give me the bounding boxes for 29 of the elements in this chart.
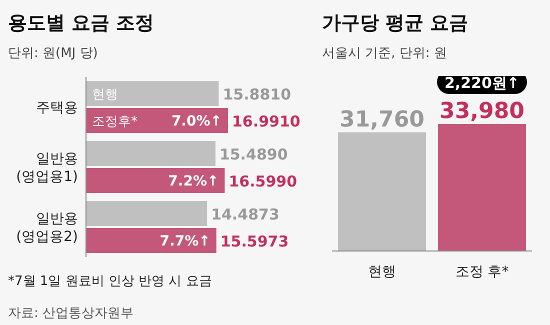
series-label: 현행 (92, 88, 118, 102)
y-tick-label: 일반용 (영업용2) (16, 211, 78, 245)
chart-title: 용도별 요금 조정 (8, 11, 156, 36)
x-tick-label: 조정 후* (455, 264, 509, 280)
data-label: 16.5990 (228, 172, 298, 190)
text: 자료: 산업통상자원부 (8, 305, 135, 322)
annotation: 7.2%↑ (168, 174, 219, 190)
data-label: 33,980 (440, 99, 524, 124)
data-label: 31,760 (340, 107, 424, 132)
bar (86, 201, 208, 226)
bar (86, 228, 216, 253)
data-label: 14.4873 (211, 206, 280, 224)
bar (86, 81, 219, 106)
bar (86, 168, 225, 193)
bar (86, 141, 216, 166)
chart-subtitle: 서울시 기준, 단위: 원 (322, 45, 448, 62)
data-label: 15.5973 (220, 232, 289, 250)
annotation: 7.0%↑ (171, 114, 222, 130)
data-label: 15.4890 (219, 146, 288, 164)
text: *7월 1일 원료비 인상 반영 시 요금 (8, 273, 213, 290)
y-tick-label: 일반용 (영업용1) (16, 151, 78, 185)
data-label: 15.8810 (222, 86, 292, 104)
chart-subtitle: 단위: 원(MJ 당) (8, 45, 99, 62)
series-label: 조정후* (92, 114, 138, 130)
annotation: 7.7%↑ (160, 234, 210, 250)
annotation: 2,220원↑ (444, 74, 520, 92)
data-label: 16.9910 (232, 112, 300, 130)
y-tick-label: 주택용 (36, 100, 78, 116)
chart-title: 가구당 평균 요금 (322, 11, 470, 36)
